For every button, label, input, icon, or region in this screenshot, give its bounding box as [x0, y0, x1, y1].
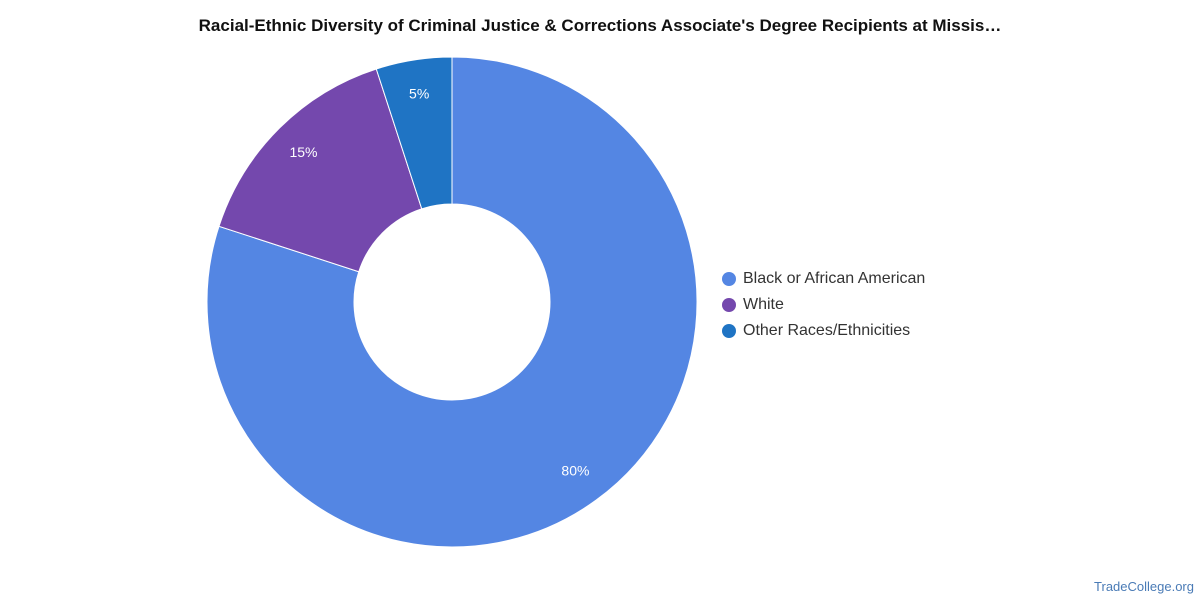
slice-value-label: 80%: [561, 463, 589, 479]
legend-item[interactable]: White: [722, 292, 925, 318]
donut-slice[interactable]: [218, 68, 423, 273]
legend-item[interactable]: Other Races/Ethnicities: [722, 318, 925, 344]
chart-legend: Black or African American White Other Ra…: [722, 266, 925, 344]
donut-slice[interactable]: [375, 56, 453, 210]
legend-swatch: [722, 272, 736, 286]
slice-value-label: 5%: [409, 85, 429, 101]
legend-label: Black or African American: [743, 270, 926, 287]
donut-slice[interactable]: [206, 56, 698, 548]
legend-swatch: [722, 298, 736, 312]
site-watermark[interactable]: TradeCollege.org: [1094, 579, 1194, 594]
legend-label: White: [743, 296, 784, 313]
chart-title: Racial-Ethnic Diversity of Criminal Just…: [198, 16, 1002, 35]
slice-value-label: 15%: [289, 144, 317, 160]
legend-label: Other Races/Ethnicities: [743, 322, 911, 339]
legend-item[interactable]: Black or African American: [722, 266, 925, 292]
legend-swatch: [722, 324, 736, 338]
